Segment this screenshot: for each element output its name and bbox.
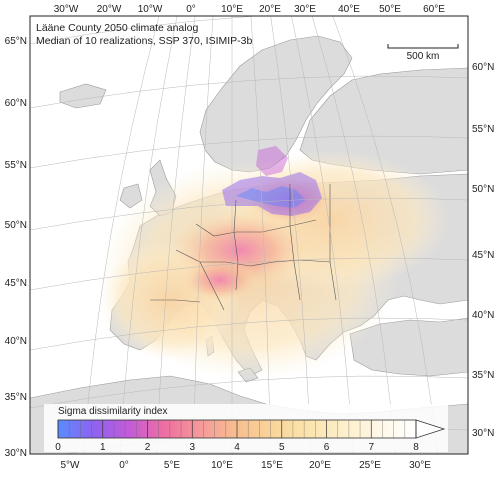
top-longitude-label: 30°E [294, 4, 316, 15]
meridian-line [332, 16, 438, 454]
left-latitude-label: 35°N [5, 392, 27, 403]
right-latitude-label: 55°N [472, 124, 494, 135]
graticule-lines [30, 16, 468, 454]
iceland-landmass [59, 83, 107, 109]
top-longitude-label: 10°E [221, 4, 243, 15]
bottom-longitude-label: 5°W [61, 460, 81, 471]
parallel-line [30, 257, 468, 291]
top-longitude-label: 20°W [97, 4, 122, 15]
bottom-longitude-label: 10°E [211, 460, 233, 471]
scale-bar: 500 km [387, 44, 459, 62]
country-borders [150, 184, 337, 311]
left-latitude-label: 40°N [5, 336, 27, 347]
top-longitude-label: 20°E [259, 4, 281, 15]
right-latitude-label: 60°N [472, 62, 494, 73]
left-latitude-labels: 65°N 60°N 55°N 50°N 45°N 40°N 35°N 30°N [5, 36, 27, 459]
meridian-line [156, 16, 196, 454]
top-longitude-label: 40°E [338, 4, 360, 15]
top-longitude-label: 0° [186, 4, 196, 15]
top-longitude-labels: 30°W 20°W 10°W 0° 10°E 20°E 30°E 40°E 50°E 60°E [54, 4, 446, 15]
right-latitude-label: 40°N [472, 310, 494, 321]
meridian-line [193, 16, 214, 454]
legend-tick-label: 0 [55, 442, 61, 453]
left-latitude-label: 50°N [5, 220, 27, 231]
left-latitude-label: 30°N [5, 448, 27, 459]
legend-tick-label: 5 [279, 442, 285, 453]
top-longitude-label: 30°W [54, 4, 79, 15]
bottom-longitude-label: 30°E [409, 460, 431, 471]
left-latitude-label: 65°N [5, 36, 27, 47]
left-latitude-label: 60°N [5, 98, 27, 109]
parallel-line [30, 16, 262, 45]
bottom-longitude-label: 5°E [164, 460, 181, 471]
title-line-1: Lääne County 2050 climate analog [36, 22, 198, 34]
bottom-longitude-label: 15°E [261, 460, 283, 471]
legend-tick-label: 7 [368, 442, 374, 453]
legend-tick-label: 8 [413, 442, 419, 453]
bottom-longitude-labels: 5°W 0° 5°E 10°E 15°E 20°E 25°E 30°E [61, 460, 432, 471]
baltic-analog-core [236, 186, 306, 208]
bottom-longitude-label: 0° [119, 460, 129, 471]
legend-tick-label: 3 [189, 442, 195, 453]
legend-tick-label: 1 [100, 442, 106, 453]
baltic-analog-zone [222, 172, 322, 216]
parallel-line [30, 75, 468, 109]
anatolia-landmass [349, 317, 468, 377]
meridian-line [83, 16, 160, 454]
parallel-line [30, 317, 468, 351]
parallel-line [30, 375, 468, 409]
meridian-line [270, 16, 312, 454]
bottom-longitude-label: 20°E [309, 460, 331, 471]
top-longitude-label: 10°W [138, 4, 163, 15]
legend-tick-label: 4 [234, 442, 240, 453]
top-longitude-label: 60°E [423, 4, 445, 15]
bottom-longitude-label: 25°E [359, 460, 381, 471]
legend-ticks: 0 1 2 3 4 5 6 7 8 [55, 420, 419, 453]
title-line-2: Median of 10 realizations, SSP 370, ISIM… [36, 35, 253, 47]
meridian-line [291, 16, 354, 454]
right-latitude-label: 35°N [472, 370, 494, 381]
meridian-line [311, 16, 396, 454]
parallel-line [30, 135, 468, 169]
right-latitude-label: 30°N [472, 428, 494, 439]
left-latitude-label: 45°N [5, 278, 27, 289]
meridian-line [250, 16, 271, 454]
right-latitude-labels: 60°N 55°N 50°N 45°N 40°N 35°N 30°N [472, 62, 494, 439]
legend-title: Sigma dissimilarity index [58, 406, 167, 417]
legend-tick-label: 2 [145, 442, 151, 453]
right-latitude-label: 45°N [472, 250, 494, 261]
parallel-line [30, 197, 468, 231]
top-longitude-label: 50°E [379, 4, 401, 15]
legend: Sigma dissimilarity index 0 1 2 3 4 5 6 7 8 [44, 404, 448, 453]
scale-bar-label: 500 km [407, 51, 440, 62]
scale-bar-line [387, 44, 459, 49]
map-border [29, 15, 469, 455]
legend-tick-label: 6 [324, 442, 330, 453]
right-latitude-label: 50°N [472, 184, 494, 195]
gotland-analog-zone [256, 146, 288, 176]
left-latitude-label: 55°N [5, 160, 27, 171]
